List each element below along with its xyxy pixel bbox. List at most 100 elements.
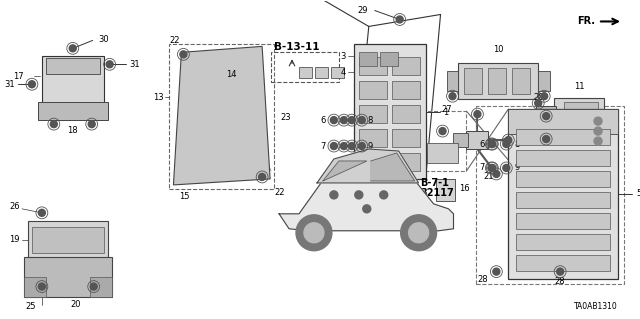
Bar [467,131,488,149]
Circle shape [38,283,45,290]
Bar [516,213,610,229]
Bar [299,67,312,78]
Circle shape [493,170,500,177]
Circle shape [340,117,348,124]
Text: 27: 27 [520,136,531,145]
Circle shape [296,215,332,251]
Bar [359,81,387,99]
Circle shape [380,191,388,199]
Text: 7: 7 [321,142,326,151]
Bar [436,179,456,201]
Bar [516,171,610,187]
Circle shape [505,137,512,144]
Circle shape [304,223,324,243]
Bar [419,111,467,171]
Bar [331,67,344,78]
Text: 17: 17 [13,72,24,81]
Circle shape [535,100,541,107]
Text: 27: 27 [441,105,452,114]
Bar [516,234,610,250]
Bar [564,102,598,130]
Bar [465,68,483,94]
Bar [458,63,538,99]
Bar [516,129,610,145]
Text: 18: 18 [67,126,78,135]
Text: 22: 22 [170,36,180,45]
Circle shape [348,143,355,150]
Circle shape [355,191,363,199]
Bar [315,67,328,78]
Text: 11: 11 [574,82,584,91]
Circle shape [38,209,45,216]
Text: TA0AB1310: TA0AB1310 [574,301,618,310]
Bar [359,105,387,123]
Bar [28,221,108,259]
Bar [32,227,104,253]
Text: 5: 5 [636,189,640,198]
Text: 1: 1 [444,108,449,117]
Text: 25: 25 [26,302,36,311]
Text: 9: 9 [368,142,373,151]
Text: 2: 2 [516,135,522,144]
Bar [452,133,468,147]
Circle shape [488,141,495,148]
Circle shape [358,117,365,124]
Circle shape [106,61,113,68]
Text: 28: 28 [555,277,566,286]
Text: 21: 21 [483,173,493,182]
Circle shape [51,121,58,128]
Bar [488,68,506,94]
Bar [392,153,420,171]
Circle shape [543,136,550,143]
Bar [90,277,111,297]
Bar [359,52,377,66]
Circle shape [180,51,187,58]
Bar [24,277,46,297]
Text: 8: 8 [515,139,520,149]
Text: 30: 30 [99,35,109,44]
Bar [354,44,426,179]
Bar [359,57,387,75]
Circle shape [489,141,496,148]
Text: 20: 20 [70,300,81,309]
Circle shape [503,165,510,171]
Bar [447,71,458,91]
Text: 13: 13 [153,93,163,102]
Circle shape [330,143,337,150]
Bar [427,143,458,163]
Text: 15: 15 [179,192,190,201]
Bar [512,68,531,94]
Text: FR.: FR. [577,17,595,26]
Bar [42,56,104,104]
Circle shape [541,93,548,100]
Text: 28: 28 [477,275,488,284]
Bar [271,52,339,82]
Bar [46,58,100,74]
Circle shape [594,127,602,135]
Text: 31: 31 [4,80,15,89]
Text: 19: 19 [10,235,20,244]
Bar [516,150,610,166]
Polygon shape [173,46,270,185]
Circle shape [340,143,348,150]
Bar [170,44,274,189]
Bar [554,98,604,134]
Text: 3: 3 [340,52,346,61]
Circle shape [489,165,496,171]
Text: B-13-11: B-13-11 [274,42,319,52]
Text: 6: 6 [479,139,484,149]
Circle shape [488,165,495,171]
Text: 8: 8 [368,115,373,125]
Circle shape [363,205,371,213]
Circle shape [493,268,500,275]
Text: 16: 16 [460,184,470,193]
Circle shape [474,111,481,118]
Bar [392,105,420,123]
Circle shape [594,137,602,145]
Circle shape [594,117,602,125]
Bar [359,153,387,171]
Text: B-7-1: B-7-1 [420,178,449,188]
Circle shape [330,117,337,124]
Bar [516,192,610,208]
Text: 12: 12 [520,114,531,122]
